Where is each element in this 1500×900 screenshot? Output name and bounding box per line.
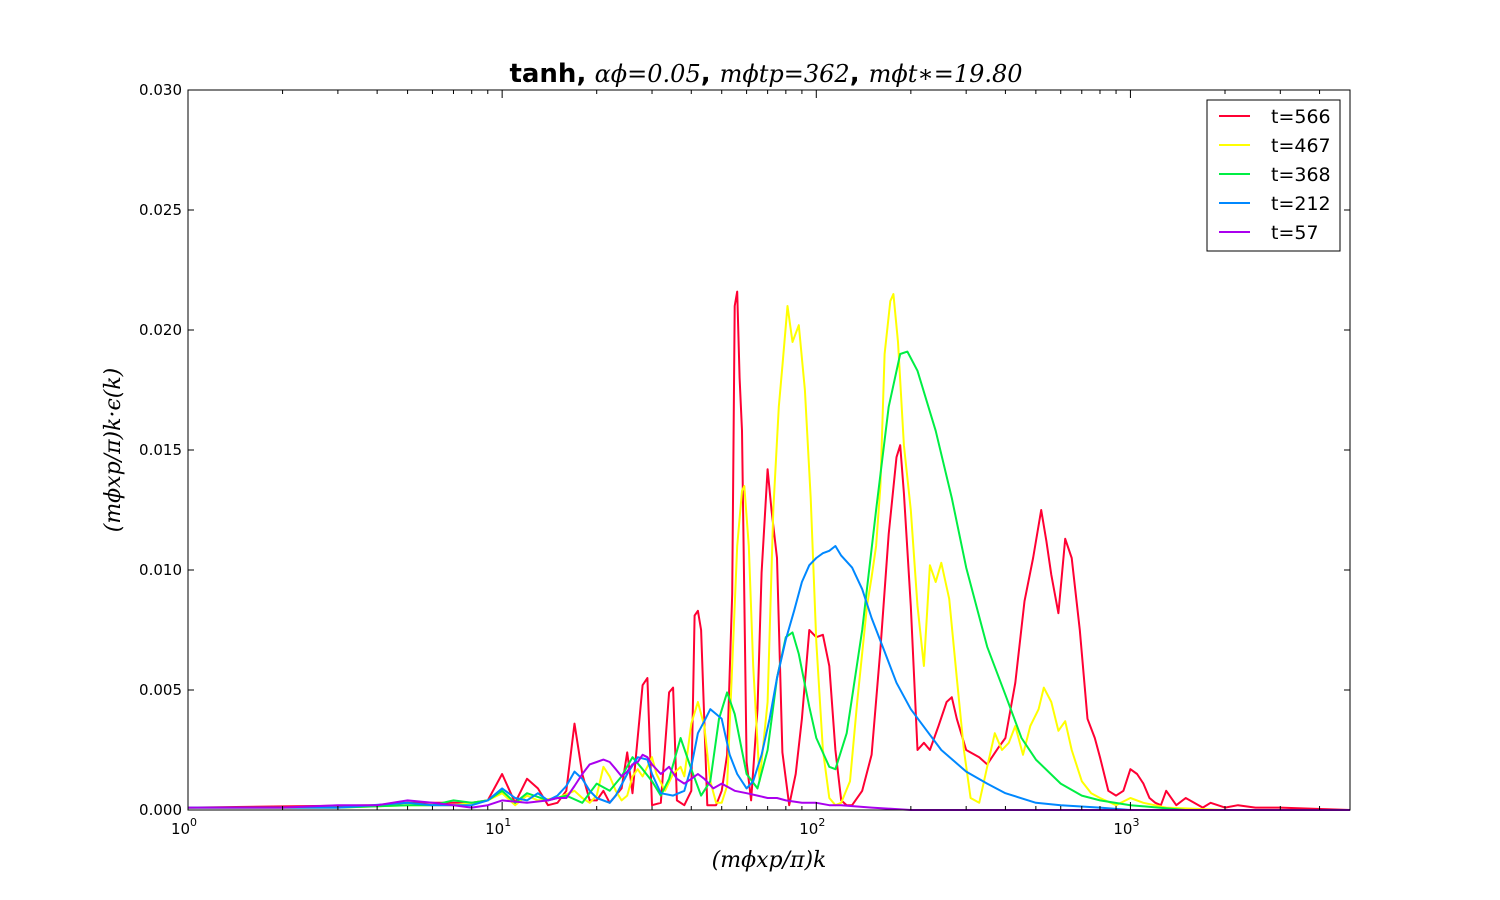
series-line-t=368 <box>188 350 1350 811</box>
title-alpha: αϕ=0.05 <box>595 60 701 88</box>
y-tick-label: 0.025 <box>139 201 182 219</box>
chart-title: tanh, αϕ=0.05, mϕtp=362, mϕt∗=19.80 <box>509 59 1022 89</box>
x-tick-label: 103 <box>1113 816 1139 838</box>
title-tstar: mϕt∗=19.80 <box>869 60 1023 88</box>
legend-label-t=368: t=368 <box>1271 164 1331 186</box>
series-layer <box>187 290 1351 811</box>
title-tp: mϕtp=362 <box>720 60 850 88</box>
x-tick-label: 100 <box>171 816 197 838</box>
x-axis-label: (mϕxp/π)k <box>712 848 827 873</box>
series-line-t=212 <box>188 545 1350 811</box>
x-tick-label: 101 <box>485 816 511 838</box>
plot-frame <box>187 89 1351 811</box>
series-line-t=57 <box>188 753 1350 811</box>
x-tick-label: 102 <box>799 816 825 838</box>
y-tick-label: 0.005 <box>139 681 182 699</box>
legend-label-t=566: t=566 <box>1271 106 1331 128</box>
y-tick-label: 0.010 <box>139 561 182 579</box>
y-tick-label: 0.020 <box>139 321 182 339</box>
title-bold-part: tanh, <box>509 59 586 89</box>
legend: t=566 t=467 t=368 t=212 t=57 <box>1206 99 1341 252</box>
legend-label-t=212: t=212 <box>1271 193 1331 215</box>
y-tick-label: 0.000 <box>139 801 182 819</box>
y-tick-label: 0.030 <box>139 81 182 99</box>
legend-box <box>1206 99 1341 252</box>
legend-label-t=467: t=467 <box>1271 135 1331 157</box>
y-axis-label: (mϕxp/π)k·ϵ(k) <box>101 368 126 533</box>
legend-label-t=57: t=57 <box>1271 222 1319 244</box>
ticks-layer: 0.000 0.005 0.010 0.015 0.020 0.025 0.030 100 10… <box>139 81 1351 838</box>
y-tick-label: 0.015 <box>139 441 182 459</box>
